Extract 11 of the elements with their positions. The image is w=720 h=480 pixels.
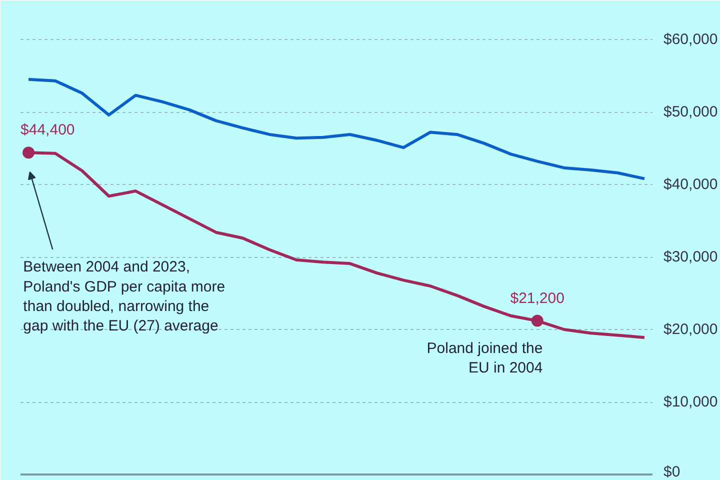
y-tick-label: $50,000 <box>664 104 718 120</box>
data-label: $21,200 <box>510 290 564 307</box>
y-tick-label: $30,000 <box>664 248 718 266</box>
data-label: $44,400 <box>20 122 75 139</box>
y-tick-label: $40,000 <box>664 176 718 193</box>
annotation: Poland joined the EU in 2004 <box>426 340 543 376</box>
y-tick-label: $20,000 <box>664 321 718 338</box>
y-tick-label: $10,000 <box>664 394 718 410</box>
annotation: Between 2004 and 2023, Poland's GDP per capita more than doubled, narrowing the gap with the EU (27) average <box>23 258 226 334</box>
y-tick-label: $0 <box>664 464 680 480</box>
y-tick-label: $60,000 <box>664 31 718 48</box>
